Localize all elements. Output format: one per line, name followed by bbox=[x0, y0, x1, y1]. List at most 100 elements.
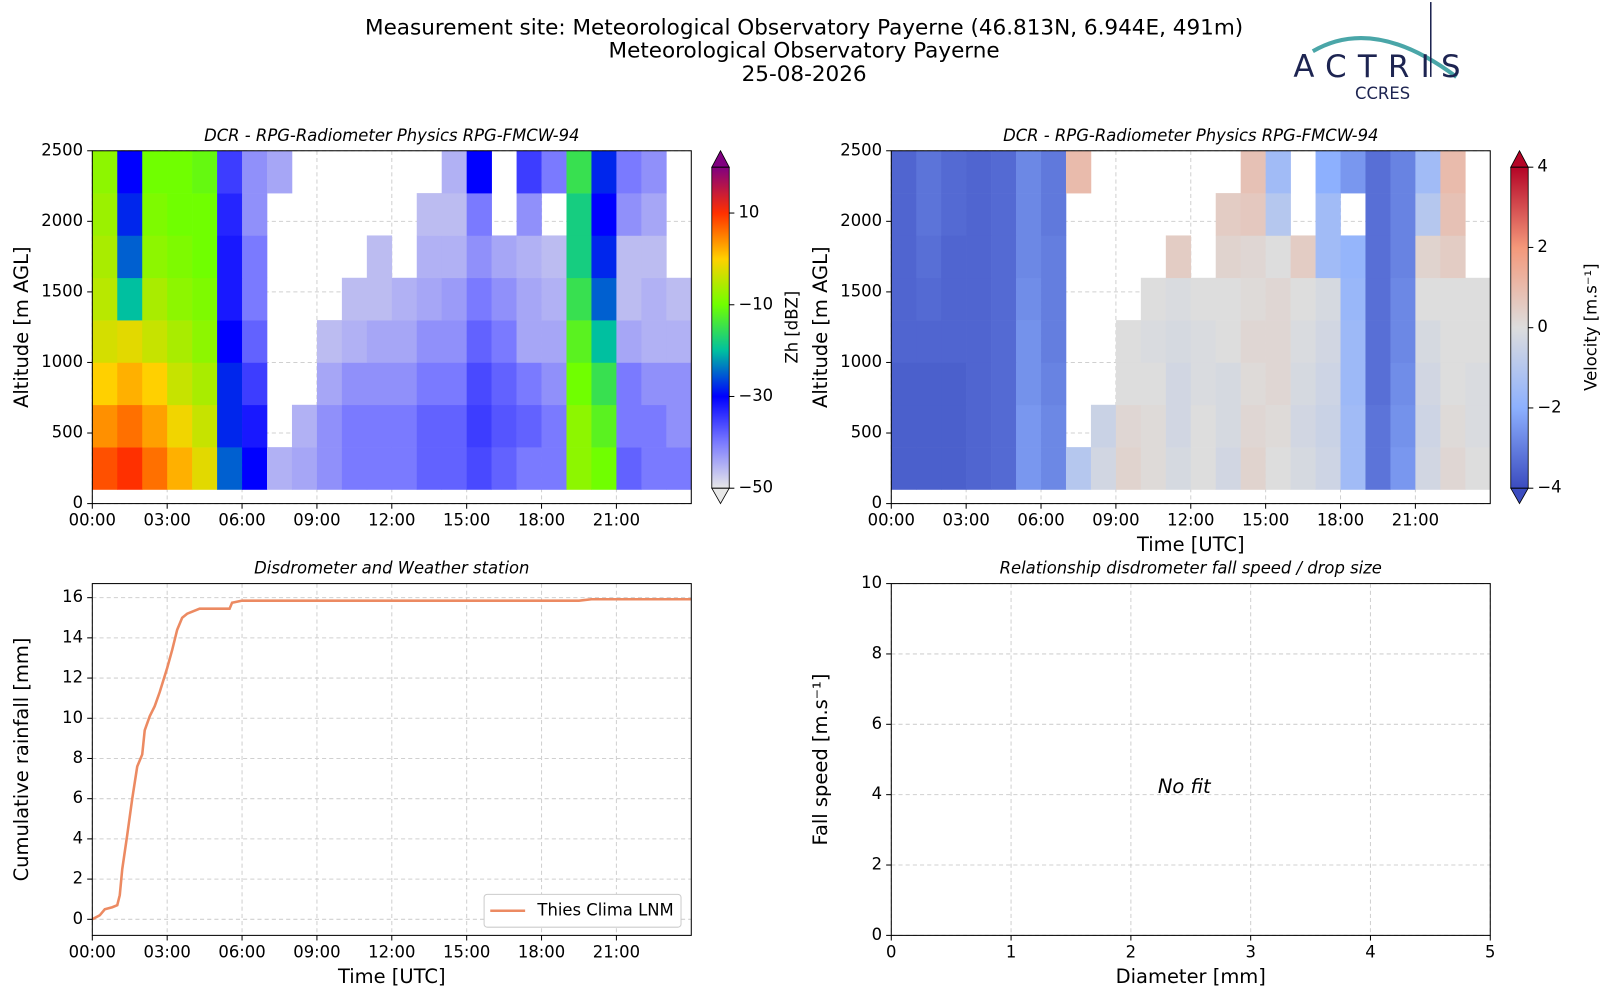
heatmap-cell bbox=[466, 277, 492, 321]
heatmap-cell bbox=[1365, 362, 1391, 406]
y-tick-label: 14 bbox=[62, 627, 83, 646]
heatmap-cell bbox=[1265, 404, 1291, 448]
heatmap-cell bbox=[1016, 277, 1042, 321]
heatmap-cell bbox=[516, 193, 542, 236]
heatmap-cell bbox=[1315, 362, 1341, 406]
heatmap-cell bbox=[167, 235, 193, 279]
heatmap-cell bbox=[616, 193, 642, 236]
heatmap-cell bbox=[192, 235, 218, 279]
heatmap-cell bbox=[1215, 193, 1241, 236]
logo-arc bbox=[1311, 36, 1458, 79]
heatmap-cell bbox=[1240, 404, 1266, 448]
colorbar-tick-label: 2 bbox=[1537, 237, 1547, 256]
panel-title: Relationship disdrometer fall speed / dr… bbox=[1000, 559, 1382, 578]
heatmap-cell bbox=[566, 320, 592, 363]
y-tick-label: 8 bbox=[872, 643, 882, 662]
y-tick-label: 2000 bbox=[840, 211, 882, 230]
x-tick-label: 03:00 bbox=[144, 511, 191, 530]
heatmap-cell bbox=[991, 362, 1017, 406]
heatmap-cell bbox=[217, 235, 243, 279]
heatmap-cell bbox=[416, 404, 443, 448]
heatmap-cell bbox=[441, 150, 467, 194]
heatmap-cell bbox=[1340, 277, 1366, 321]
x-axis-label: Time [UTC] bbox=[1136, 533, 1245, 556]
heatmap-cell bbox=[991, 320, 1017, 363]
heatmap-cell bbox=[1415, 277, 1441, 321]
heatmap-cell bbox=[1465, 320, 1491, 363]
x-tick-label: 15:00 bbox=[443, 511, 490, 530]
heatmap-cell bbox=[916, 320, 942, 363]
heatmap-cell bbox=[366, 277, 393, 321]
heatmap-cell bbox=[616, 235, 642, 279]
heatmap-cell bbox=[416, 277, 443, 321]
heatmap-cell bbox=[516, 150, 542, 194]
heatmap-cell bbox=[1465, 277, 1491, 321]
x-tick-label: 03:00 bbox=[943, 511, 990, 530]
heatmap-cell bbox=[1016, 193, 1042, 236]
x-tick-label: 12:00 bbox=[1167, 511, 1214, 530]
colorbar-tick-label: −2 bbox=[1537, 397, 1561, 416]
heatmap-cell bbox=[217, 277, 243, 321]
heatmap-cell bbox=[466, 320, 492, 363]
heatmap-cell bbox=[1465, 447, 1491, 490]
heatmap-cell bbox=[117, 277, 143, 321]
data-line bbox=[91, 597, 692, 921]
heatmap-cell bbox=[117, 320, 143, 363]
heatmap-cell bbox=[1016, 235, 1042, 279]
heatmap-cell bbox=[1090, 447, 1117, 490]
heatmap-cell bbox=[966, 193, 992, 236]
y-tick-label: 500 bbox=[851, 423, 882, 442]
y-tick-label: 1500 bbox=[41, 281, 83, 300]
heatmap-cell bbox=[1041, 235, 1067, 279]
heatmap-cell bbox=[941, 235, 967, 279]
x-tick-label: 12:00 bbox=[368, 942, 415, 961]
heatmap-cell bbox=[117, 404, 143, 448]
heatmap-cell bbox=[1041, 320, 1067, 363]
heatmap-cell bbox=[891, 150, 917, 194]
heatmap-cell bbox=[1440, 235, 1466, 279]
heatmap-cell bbox=[192, 447, 218, 490]
y-tick-label: 1000 bbox=[41, 352, 83, 371]
heatmap-cell bbox=[391, 404, 418, 448]
heatmap-cell bbox=[516, 404, 542, 448]
heatmap-cell bbox=[1340, 447, 1366, 490]
heatmap-cell bbox=[1315, 235, 1341, 279]
heatmap-cell bbox=[192, 320, 218, 363]
heatmap-cell bbox=[466, 447, 492, 490]
y-tick-label: 500 bbox=[52, 423, 83, 442]
heatmap-cell bbox=[242, 277, 268, 321]
heatmap-cell bbox=[366, 362, 393, 406]
x-tick-label: 00:00 bbox=[69, 511, 116, 530]
heatmap-cell bbox=[616, 150, 642, 194]
x-axis-label: Time [UTC] bbox=[337, 965, 446, 988]
heatmap-cell bbox=[1365, 447, 1391, 490]
heatmap-cell bbox=[566, 404, 592, 448]
heatmap-cell bbox=[466, 362, 492, 406]
heatmap-cell bbox=[1165, 447, 1192, 490]
heatmap-cell bbox=[1315, 320, 1341, 363]
heatmap-cell bbox=[966, 362, 992, 406]
heatmap-cell bbox=[192, 362, 218, 406]
heatmap-cell bbox=[1440, 320, 1466, 363]
heatmap-cell bbox=[941, 404, 967, 448]
heatmap-cell bbox=[92, 404, 118, 448]
heatmap-cell bbox=[516, 362, 542, 406]
heatmap-cell bbox=[416, 235, 443, 279]
heatmap-cell bbox=[1190, 447, 1217, 490]
heatmap-cell bbox=[1390, 235, 1416, 279]
x-tick-label: 00:00 bbox=[868, 511, 915, 530]
heatmap-cell bbox=[316, 447, 343, 490]
colorbar-tick-label: −50 bbox=[738, 478, 773, 497]
heatmap-cell bbox=[666, 362, 692, 406]
y-axis-label: Cumulative rainfall [mm] bbox=[10, 638, 33, 882]
heatmap-cell bbox=[192, 277, 218, 321]
heatmap-cell bbox=[167, 447, 193, 490]
heatmap-cell bbox=[1415, 362, 1441, 406]
heatmap-cell bbox=[1190, 362, 1217, 406]
heatmap-cell bbox=[242, 362, 268, 406]
colorbar-tick-label: −10 bbox=[738, 294, 773, 313]
heatmap-cell bbox=[242, 235, 268, 279]
heatmap-cell bbox=[341, 362, 368, 406]
heatmap-cell bbox=[167, 193, 193, 236]
heatmap-cell bbox=[142, 235, 168, 279]
